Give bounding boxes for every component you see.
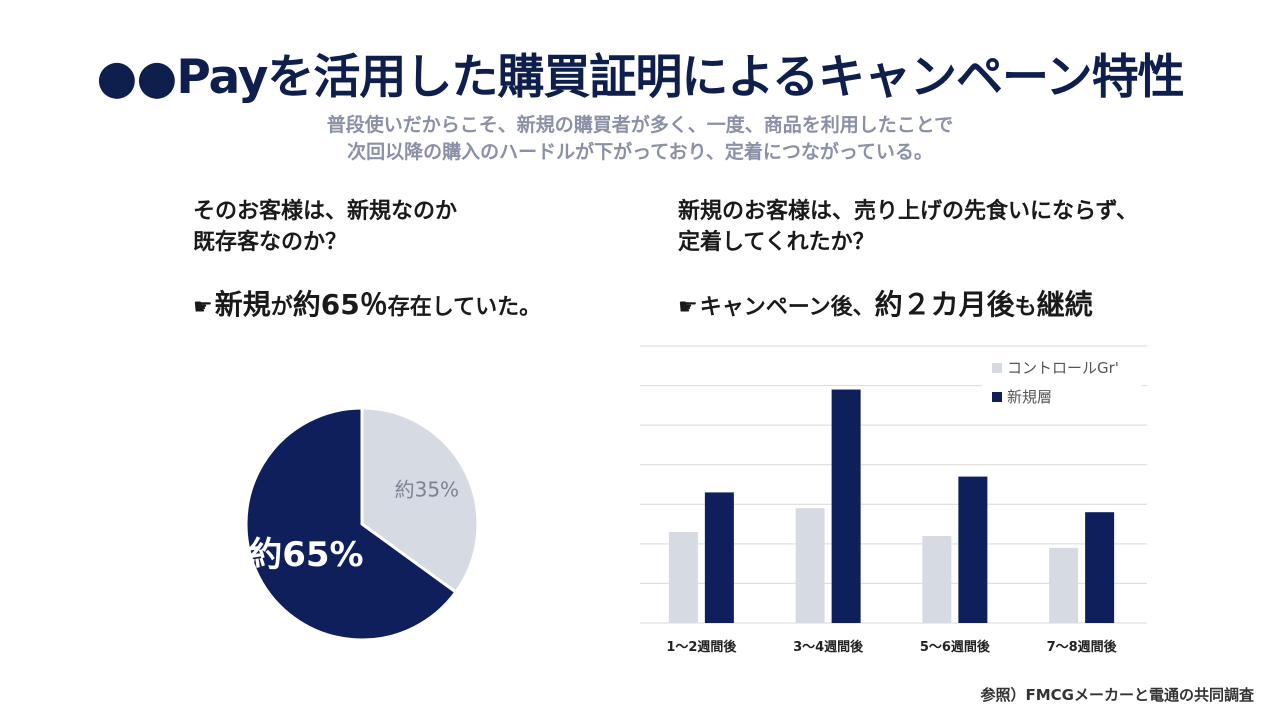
x-tick-label: 7〜8週間後 — [1047, 639, 1118, 655]
right-question-line-2: 定着してくれたか？ — [678, 230, 875, 255]
legend-label: 新規層 — [1007, 388, 1052, 406]
subtitle-line-2: 次回以降の購入のハードルが下がっており、定着につながっている。 — [347, 141, 933, 163]
left-answer-part-3: 約65％ — [292, 288, 388, 321]
pointing-hand-icon: ☛ — [193, 295, 213, 320]
pie-slice — [360, 406, 480, 595]
legend-swatch — [992, 363, 1002, 373]
left-question: そのお客様は、新規なのか 既存客なのか？ — [193, 196, 457, 258]
bar — [922, 535, 952, 623]
left-answer-part-1: 新規 — [214, 288, 271, 321]
right-answer: ☛キャンペーン後、約２カ月後も継続 — [678, 283, 1093, 323]
bar — [668, 531, 698, 623]
legend-label: コントロールGr' — [1007, 359, 1119, 377]
source-note: 参照）FMCGメーカーと電通の共同調査 — [980, 686, 1255, 704]
page-title: ●●Payを活用した購買証明によるキャンペーン特性 — [96, 50, 1184, 105]
bar — [704, 492, 734, 623]
right-answer-part-4: 継続 — [1036, 288, 1093, 321]
right-question: 新規のお客様は、売り上げの先食いにならず、 定着してくれたか？ — [678, 196, 1138, 258]
right-answer-part-2: 約２カ月後 — [874, 288, 1015, 321]
legend-swatch — [992, 392, 1002, 402]
page-subtitle: 普段使いだからこそ、新規の購買者が多く、一度、商品を利用したことで 次回以降の購… — [0, 112, 1280, 166]
bar — [958, 476, 988, 623]
x-tick-label: 3〜4週間後 — [793, 639, 864, 655]
left-question-line-2: 既存客なのか？ — [193, 230, 348, 255]
pie-chart: 約35% 約65% — [244, 406, 480, 642]
right-question-line-1: 新規のお客様は、売り上げの先食いにならず、 — [678, 199, 1139, 224]
x-tick-label: 5〜6週間後 — [920, 639, 991, 655]
bar — [831, 389, 861, 623]
pointing-hand-icon: ☛ — [678, 295, 698, 320]
left-answer-part-4: 存在していた。 — [387, 295, 542, 320]
legend-background — [982, 352, 1142, 416]
bar-chart: 1〜2週間後 3〜4週間後 5〜6週間後 7〜8週間後 コントロールGr' 新規層 — [640, 345, 1147, 655]
pie-slice — [244, 406, 458, 642]
bar — [1049, 547, 1079, 623]
bar — [1085, 512, 1115, 623]
left-answer-part-2: が — [270, 295, 293, 320]
right-answer-part-1: キャンペーン後、 — [699, 295, 875, 320]
left-answer: ☛新規が約65％存在していた。 — [193, 283, 541, 323]
bar — [795, 508, 825, 623]
x-tick-label: 1〜2週間後 — [666, 639, 737, 655]
pie-slice-label: 約65% — [248, 535, 363, 575]
right-answer-part-3: も — [1014, 295, 1037, 320]
subtitle-line-1: 普段使いだからこそ、新規の購買者が多く、一度、商品を利用したことで — [326, 114, 954, 136]
pie-slice-label: 約35% — [395, 478, 459, 502]
left-question-line-1: そのお客様は、新規なのか — [193, 199, 458, 224]
